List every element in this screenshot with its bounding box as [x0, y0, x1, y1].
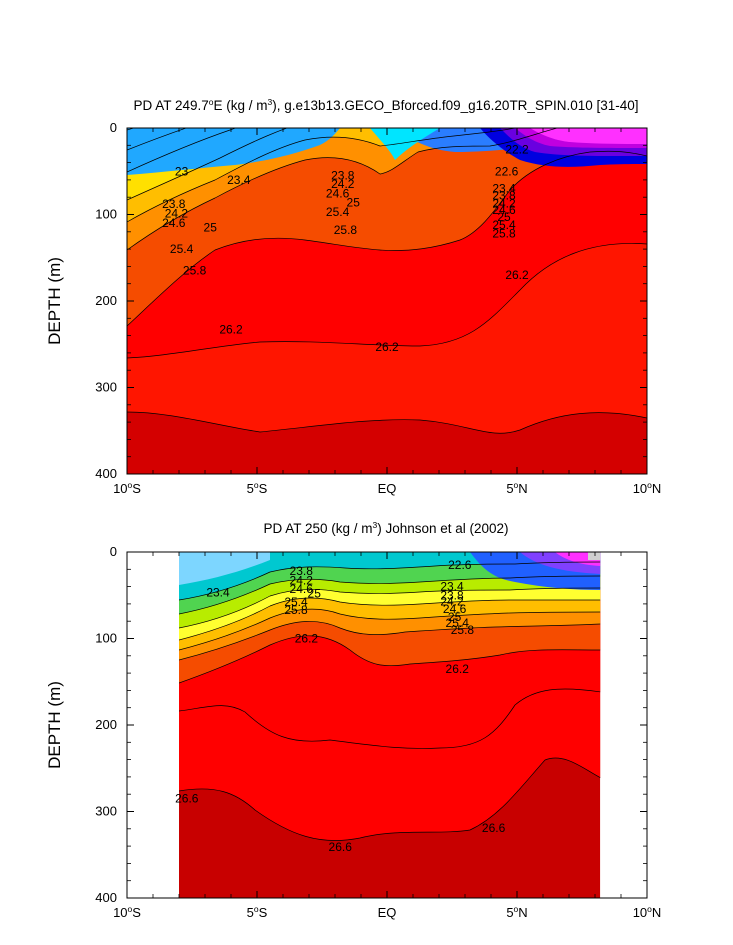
contour-label: 26.2 [505, 268, 529, 282]
contour-label: 25.8 [183, 264, 207, 278]
contour-label: 25.8 [451, 623, 475, 637]
y-axis-label: DEPTH (m) [45, 681, 64, 769]
contour-label: 23.8 [440, 588, 464, 602]
y-tick-label: 200 [95, 717, 117, 732]
contour-label: 25 [497, 210, 511, 224]
contour-label: 25 [204, 220, 218, 234]
contour-label: 23.4 [227, 173, 251, 187]
contour-label: 25.4 [170, 242, 194, 256]
panel-top-clean [127, 128, 647, 474]
contour-fill-bottom [179, 552, 601, 898]
y-tick-label: 0 [110, 120, 117, 135]
y-tick-label: 200 [95, 293, 117, 308]
contour-label: 25.4 [446, 616, 470, 630]
contour-label: 24.2 [440, 594, 464, 608]
y-tick-label: 300 [95, 380, 117, 395]
x-tick-label: 10oS [113, 480, 141, 496]
contour-label: 23.8 [290, 564, 314, 578]
y-tick-label: 0 [110, 544, 117, 559]
panel-top: PD AT 249.7oE (kg / m3), g.e13b13.GECO_B… [133, 97, 638, 113]
contour-label: 25.8 [284, 603, 308, 617]
y-tick-label: 100 [95, 631, 117, 646]
contour-label: 23.8 [162, 197, 186, 211]
contour-label: 23.8 [492, 188, 516, 202]
contour-label: 25 [347, 195, 361, 209]
contour-label: 23.4 [206, 586, 230, 600]
x-tick-label: 5oS [247, 480, 268, 496]
y-tick-label: 400 [95, 890, 117, 905]
contour-label: 25 [448, 610, 462, 624]
contour-label: 26.2 [295, 632, 319, 646]
contour-label: 26.6 [482, 821, 506, 835]
contour-label: 24.6 [492, 203, 516, 217]
x-tick-label: 10oS [113, 904, 141, 920]
x-tick-label: EQ [378, 481, 397, 496]
contour-label: 26.2 [375, 340, 399, 354]
contour-label: 25.4 [492, 218, 516, 232]
x-tick-label: 10oN [633, 480, 662, 496]
contour-label: 24.2 [331, 177, 355, 191]
contour-label: 25.8 [492, 227, 516, 241]
y-tick-label: 400 [95, 466, 117, 481]
contour-label: 24.6 [290, 582, 314, 596]
contour-label: 24.6 [326, 187, 350, 201]
y-axis-label: DEPTH (m) [45, 257, 64, 345]
contour-label: 22.2 [505, 143, 529, 157]
contour-label: 24.6 [443, 602, 467, 616]
contour-label: 25 [308, 587, 322, 601]
contour-label: 23.4 [492, 182, 516, 196]
chart-title-top: PD AT 249.7oE (kg / m3), g.e13b13.GECO_B… [133, 97, 638, 113]
contour-label: 23 [175, 164, 189, 178]
y-tick-label: 100 [95, 207, 117, 222]
contour-label: 24.2 [165, 207, 189, 221]
x-tick-label: 5oS [247, 904, 268, 920]
contour-label: 23.8 [331, 169, 355, 183]
y-tick-label: 300 [95, 804, 117, 819]
chart-title-bottom: PD AT 250 (kg / m3) Johnson et al (2002) [263, 520, 508, 536]
contour-label: 25.4 [284, 595, 308, 609]
contour-label: 26.2 [446, 662, 470, 676]
contour-label: 23.4 [440, 580, 464, 594]
contour-label: 22.6 [495, 164, 519, 178]
contour-label: 25.4 [326, 205, 350, 219]
contour-label: 26.6 [329, 840, 353, 854]
x-tick-label: 5oN [506, 904, 527, 920]
contour-label: 24.2 [290, 574, 314, 588]
x-tick-label: 10oN [633, 904, 662, 920]
contour-label: 22.6 [448, 558, 472, 572]
contour-label: 25.8 [334, 223, 358, 237]
contour-label: 24.2 [492, 196, 516, 210]
x-tick-label: EQ [378, 905, 397, 920]
contour-label: 24.6 [162, 216, 186, 230]
x-tick-label: 5oN [506, 480, 527, 496]
contour-lines-top [127, 128, 647, 434]
contour-lines-bottom [179, 561, 601, 841]
contour-label: 26.2 [219, 323, 243, 337]
contour-label: 26.6 [175, 792, 199, 806]
